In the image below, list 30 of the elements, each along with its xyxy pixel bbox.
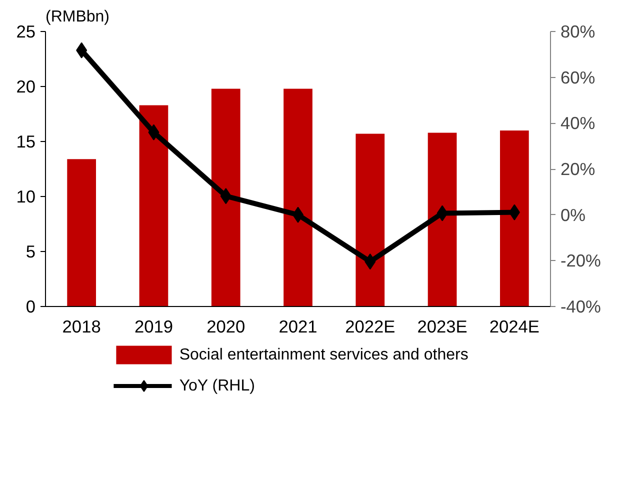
x-tick-label: 2021 (278, 316, 318, 336)
y2-tick-label: 20% (560, 159, 596, 179)
y-axis-title: (RMBbn) (46, 8, 110, 26)
bar (67, 159, 96, 306)
x-tick-label: 2019 (134, 316, 174, 336)
y-tick-label: 10 (16, 186, 36, 206)
legend-label: YoY (RHL) (179, 378, 255, 394)
bar (211, 88, 240, 306)
y2-tick-label: 60% (560, 67, 596, 88)
x-tick-label: 2024E (489, 316, 540, 336)
x-tick-label: 2022E (345, 316, 396, 336)
y-tick-label: 20 (16, 76, 36, 96)
y-tick-label: 15 (16, 132, 36, 152)
x-tick-label: 2018 (62, 316, 101, 336)
bar (500, 130, 529, 306)
y2-tick-label: -20% (560, 250, 601, 271)
bar (284, 88, 312, 306)
x-tick-label: 2020 (206, 316, 246, 336)
y2-tick-label: 40% (560, 113, 596, 134)
y-tick-label: 5 (26, 242, 36, 262)
bar (428, 132, 457, 306)
legend-label: Social entertainment services and others (179, 346, 468, 364)
bar (356, 134, 385, 306)
y2-tick-label: 0% (560, 204, 586, 225)
y2-tick-label: -40% (560, 296, 601, 316)
y-tick-label: 25 (16, 22, 36, 42)
bar (139, 105, 168, 306)
x-tick-label: 2023E (417, 316, 468, 336)
y2-tick-label: 80% (560, 22, 596, 42)
y-tick-label: 0 (26, 296, 36, 316)
